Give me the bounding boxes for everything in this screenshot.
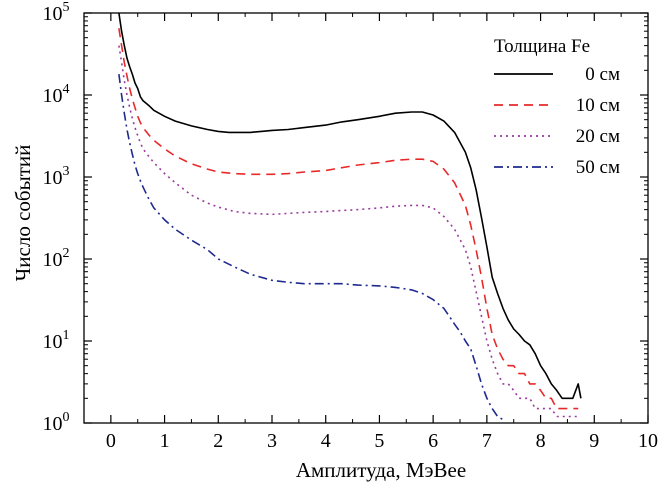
x-tick-label: 6 xyxy=(428,430,438,452)
y-tick-label: 104 xyxy=(43,82,70,107)
x-tick-label: 7 xyxy=(482,430,492,452)
series-line-1 xyxy=(118,12,582,400)
legend-title: Толщина Fe xyxy=(494,36,590,57)
x-tick-label: 10 xyxy=(638,430,658,452)
y-tick-label: 103 xyxy=(43,164,70,189)
x-tick-label: 5 xyxy=(374,430,384,452)
x-tick-label: 8 xyxy=(536,430,546,452)
y-tick-label: 101 xyxy=(43,328,70,353)
x-tick-label: 1 xyxy=(160,430,170,452)
y-tick-label: 102 xyxy=(43,246,70,271)
series-line-2 xyxy=(118,28,579,410)
series-line-4 xyxy=(118,73,504,421)
x-tick-label: 4 xyxy=(321,430,331,452)
legend-label-2: 10 см xyxy=(576,95,620,116)
x-tick-label: 9 xyxy=(589,430,599,452)
legend-label-1: 0 см xyxy=(585,64,620,85)
x-tick-label: 3 xyxy=(267,430,277,452)
x-tick-label: 0 xyxy=(106,430,116,452)
y-tick-label: 105 xyxy=(43,0,70,25)
y-axis-label: Число событий xyxy=(11,145,35,282)
legend-label-4: 50 см xyxy=(576,157,620,178)
y-tick-label: 100 xyxy=(43,410,70,435)
plot-frame xyxy=(83,12,649,424)
legend-label-3: 20 см xyxy=(576,126,620,147)
x-tick-label: 2 xyxy=(213,430,223,452)
series-line-3 xyxy=(118,45,579,418)
x-axis-label: Амплитуда, МэВее xyxy=(296,458,466,482)
